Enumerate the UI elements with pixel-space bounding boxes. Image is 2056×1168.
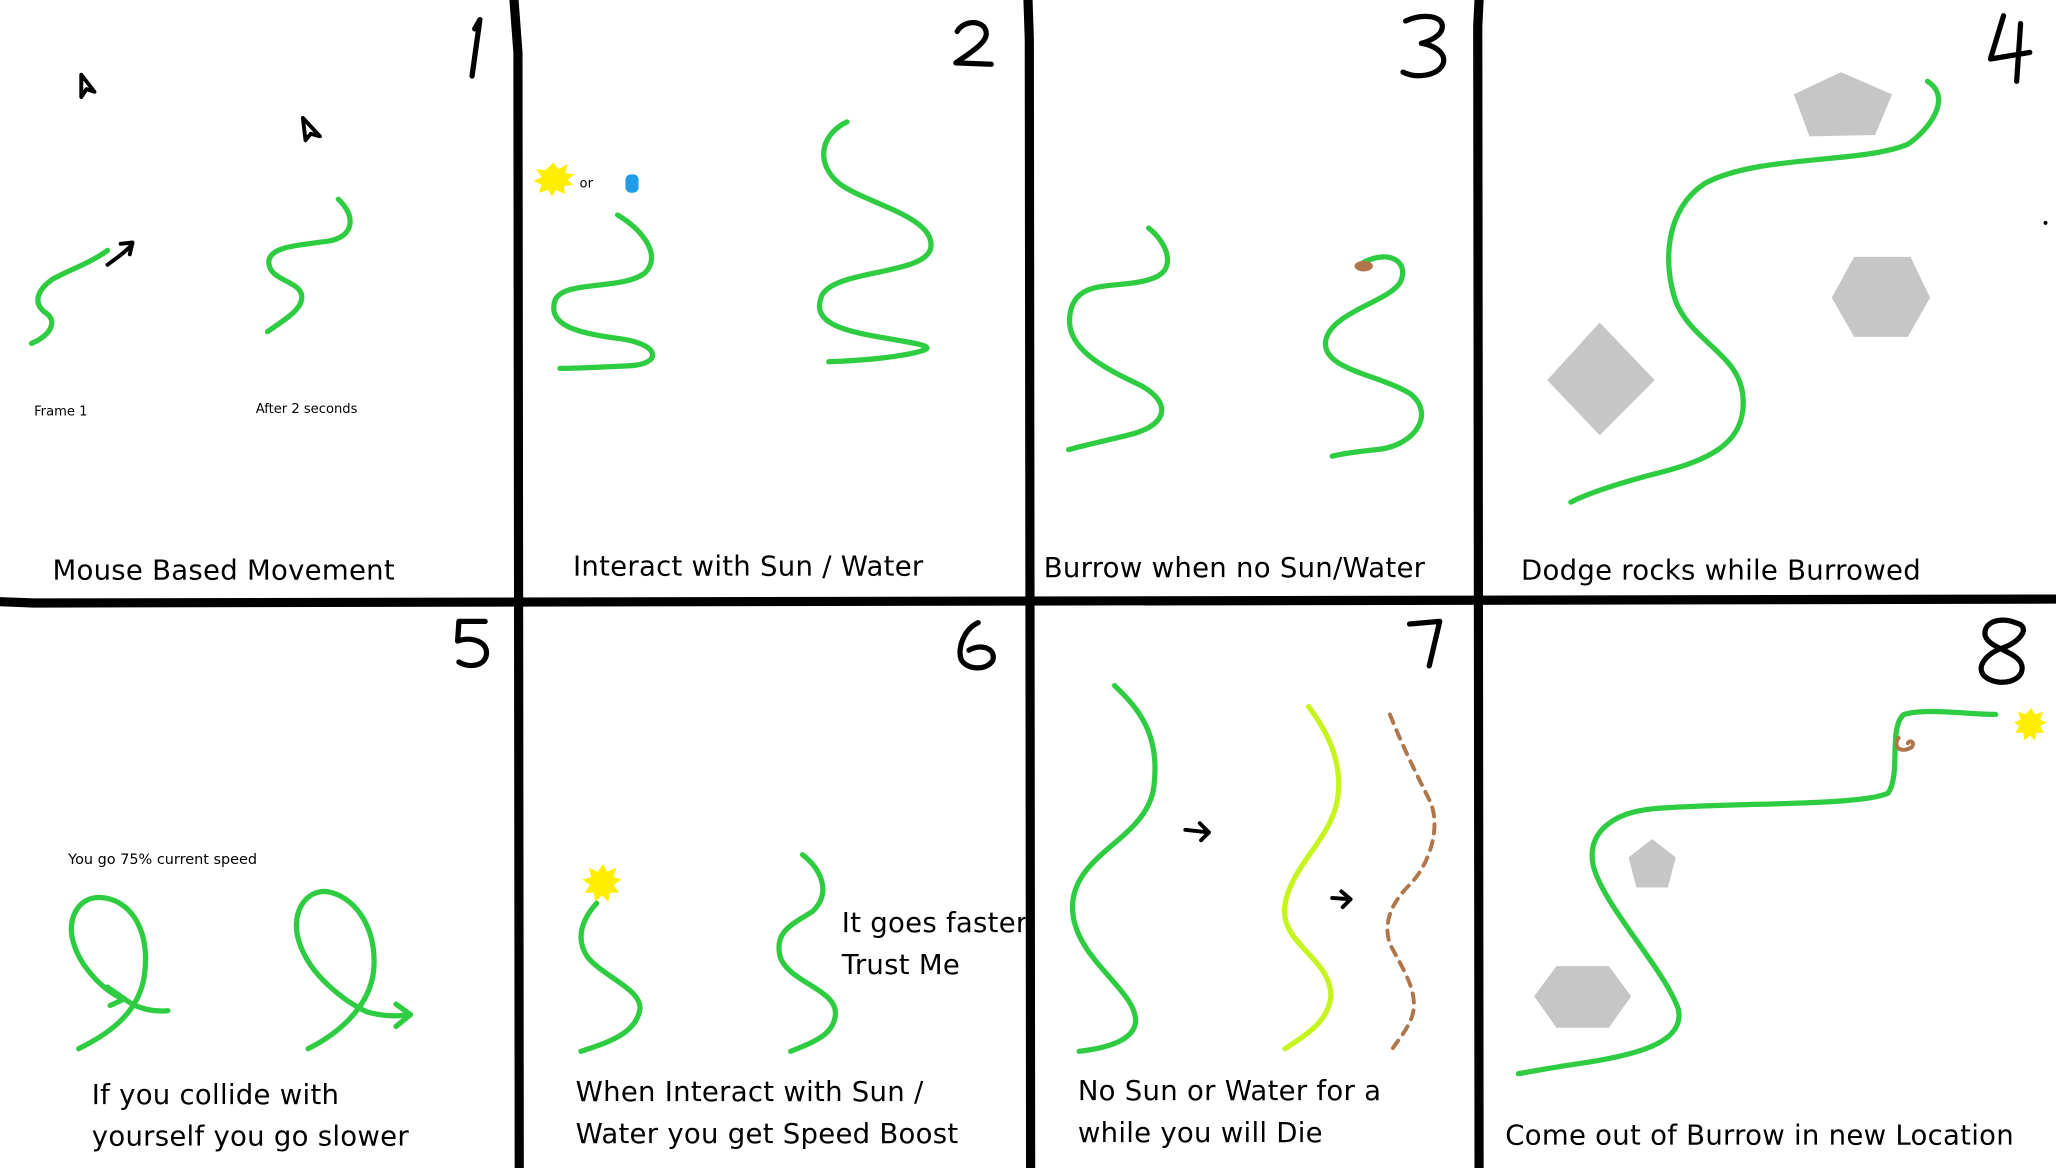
panel-2-caption: Interact with Sun / Water <box>573 550 924 583</box>
cursor-icon <box>79 72 97 99</box>
worm-segment <box>1069 682 1158 1054</box>
panel-6-caption-line-1: When Interact with Sun / <box>575 1076 924 1108</box>
panel-number-5 <box>454 618 490 669</box>
panel-number-6 <box>957 620 996 671</box>
dead-worm-dirt-trail <box>1385 712 1437 1051</box>
worm-segment <box>293 888 414 1052</box>
panel-7-drawing <box>1069 682 1437 1054</box>
panel-7-caption-line-2: while you will Die <box>1077 1116 1323 1149</box>
dirt-mound-icon <box>1354 260 1373 272</box>
panel-4-drawing <box>1547 72 2048 505</box>
sun-icon <box>582 863 622 902</box>
worm-segment <box>551 212 655 371</box>
panel-number-1 <box>469 17 483 79</box>
worm-segment <box>68 895 171 1052</box>
panel-8-drawing <box>1515 707 2047 1077</box>
rock-icon <box>1831 256 1931 337</box>
panel-4-caption: Dodge rocks while Burrowed <box>1521 554 1921 586</box>
direction-arrow-icon <box>1183 821 1211 843</box>
after-2-seconds-label: After 2 seconds <box>255 402 358 417</box>
divider-vertical-2 <box>1023 0 1036 1168</box>
divider-vertical-1 <box>509 0 524 1168</box>
cursor-icon <box>300 116 322 143</box>
rock-icon <box>1547 322 1655 436</box>
panel-5-caption-line-2: yourself you go slower <box>91 1120 409 1153</box>
trust-me-label: Trust Me <box>841 949 961 981</box>
panel-number-4 <box>1987 13 2033 84</box>
rock-icon <box>1793 72 1893 137</box>
panel-8-caption: Come out of Burrow in new Location <box>1505 1119 2014 1151</box>
panel-number-2 <box>953 20 994 67</box>
panel-number-3 <box>1400 13 1447 79</box>
sun-icon <box>533 162 575 197</box>
panel-3-drawing <box>1066 225 1424 459</box>
worm-segment <box>1323 254 1424 459</box>
water-drop-icon <box>625 174 639 193</box>
sun-icon <box>2014 707 2047 741</box>
panel-6-caption-line-2: Water you get Speed Boost <box>575 1118 959 1150</box>
panel-number-8 <box>1978 617 2026 685</box>
collision-arrow-icon <box>393 1001 414 1030</box>
panel-7-caption-line-1: No Sun or Water for a <box>1077 1074 1382 1107</box>
dot-mark <box>2043 220 2048 225</box>
frame-1-label: Frame 1 <box>34 405 88 420</box>
panel-5-drawing <box>68 888 414 1052</box>
worm-segment <box>28 247 111 347</box>
worm-segment <box>578 900 643 1054</box>
worm-segment <box>1568 78 1942 505</box>
dying-worm-segment <box>1281 703 1342 1052</box>
panel-2-drawing <box>533 119 934 371</box>
worm-segment <box>817 119 934 365</box>
rock-icon <box>1534 966 1632 1028</box>
direction-arrow-icon <box>105 240 135 267</box>
dirt-mound-icon <box>1894 736 1915 752</box>
divider-horizontal <box>0 594 2056 608</box>
or-label: or <box>579 176 593 192</box>
goes-faster-label: It goes faster <box>841 907 1026 939</box>
panel-1-caption: Mouse Based Movement <box>52 554 395 586</box>
panel-number-7 <box>1406 618 1443 669</box>
collision-arrow-icon <box>104 984 128 1009</box>
direction-arrow-icon <box>1330 889 1353 910</box>
rock-icon <box>1628 838 1676 888</box>
panel-3-caption: Burrow when no Sun/Water <box>1043 551 1426 584</box>
panel-1-drawing <box>28 72 353 347</box>
worm-segment <box>1066 225 1171 453</box>
panel-6-drawing <box>578 852 838 1054</box>
speed-label: You go 75% current speed <box>68 850 258 868</box>
worm-segment <box>264 196 353 335</box>
worm-segment <box>1515 708 1999 1077</box>
worm-segment <box>776 852 838 1054</box>
divider-vertical-3 <box>1473 0 1484 1168</box>
panel-5-caption-line-1: If you collide with <box>91 1078 340 1111</box>
panel-numbers <box>454 13 2033 685</box>
